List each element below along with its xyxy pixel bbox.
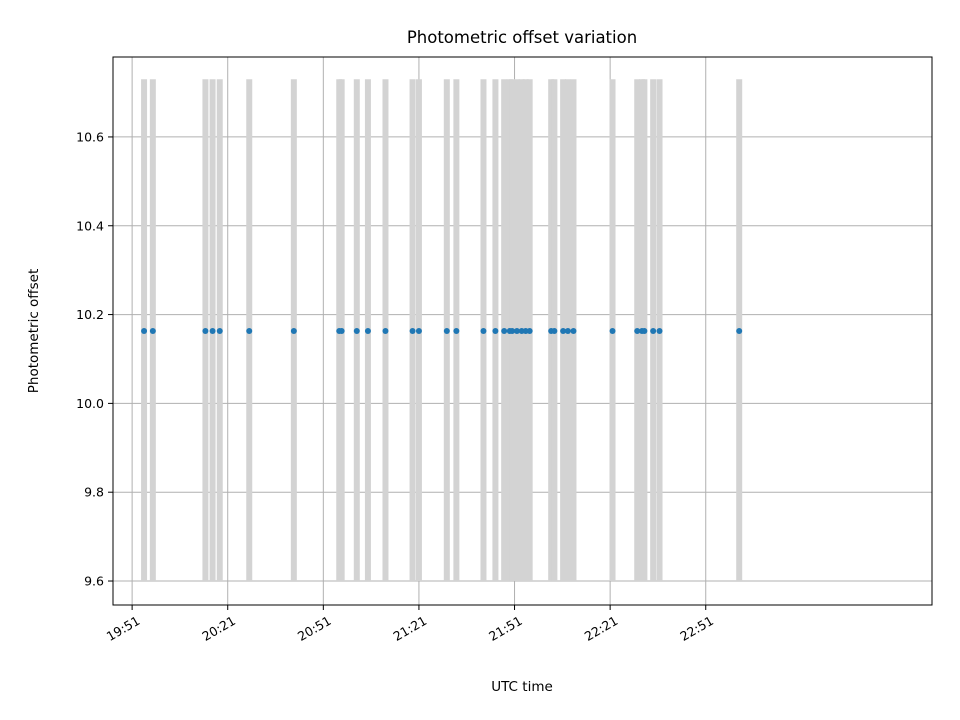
data-point xyxy=(453,328,460,334)
data-point xyxy=(526,328,533,334)
y-axis-ticks: 9.6 9.8 10.0 10.2 10.4 10.6 xyxy=(76,129,113,589)
data-point xyxy=(560,328,567,334)
data-point xyxy=(641,328,648,334)
data-point xyxy=(564,328,571,334)
data-point xyxy=(290,328,297,334)
data-point xyxy=(551,328,558,334)
plot-frame xyxy=(112,56,933,606)
y-tick-label: 10.0 xyxy=(76,396,104,411)
data-point xyxy=(246,328,253,334)
data-point xyxy=(209,328,216,334)
data-point xyxy=(656,328,663,334)
data-point xyxy=(609,328,616,334)
data-point xyxy=(216,328,223,334)
data-point xyxy=(415,328,422,334)
x-axis-label: UTC time xyxy=(491,679,553,695)
data-point xyxy=(382,328,389,334)
data-point xyxy=(480,328,487,334)
y-tick-label: 10.2 xyxy=(76,307,104,322)
data-point xyxy=(509,328,516,334)
data-point xyxy=(141,328,148,334)
data-point xyxy=(202,328,209,334)
data-point xyxy=(570,328,577,334)
data-point xyxy=(364,328,371,334)
data-point xyxy=(353,328,360,334)
data-point xyxy=(443,328,450,334)
data-point xyxy=(634,328,641,334)
data-points xyxy=(141,328,743,334)
data-point xyxy=(409,328,416,334)
y-tick-label: 10.4 xyxy=(76,218,104,233)
y-tick-label: 9.6 xyxy=(84,574,104,589)
chart-title: Photometric offset variation xyxy=(407,28,637,47)
data-point xyxy=(650,328,657,334)
data-point xyxy=(736,328,743,334)
data-point xyxy=(492,328,499,334)
y-axis-label: Photometric offset xyxy=(26,269,42,393)
y-tick-label: 10.6 xyxy=(76,129,104,144)
y-tick-label: 9.8 xyxy=(84,485,104,500)
data-point xyxy=(513,328,520,334)
data-point xyxy=(149,328,156,334)
data-point xyxy=(338,328,345,334)
data-point xyxy=(501,328,508,334)
